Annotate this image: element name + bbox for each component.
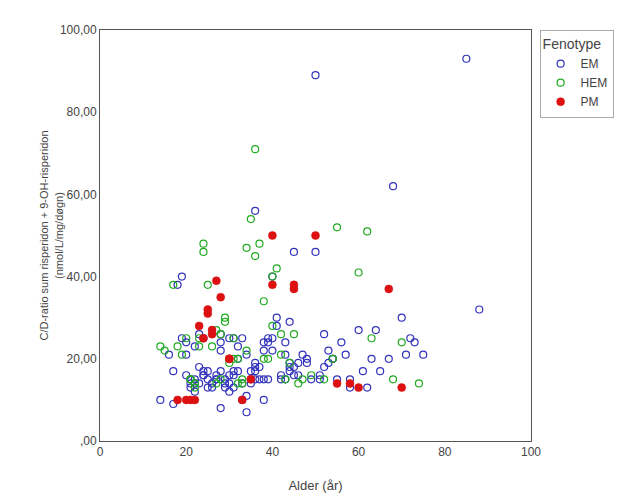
svg-text:40: 40 (266, 445, 280, 459)
svg-text:60: 60 (352, 445, 366, 459)
svg-text:100: 100 (521, 445, 541, 459)
svg-text:80,00: 80,00 (67, 105, 97, 119)
svg-text:20,00: 20,00 (67, 352, 97, 366)
svg-text:PM: PM (581, 95, 599, 109)
svg-text:Fenotype: Fenotype (543, 36, 602, 52)
svg-text:40,00: 40,00 (67, 270, 97, 284)
svg-text:EM: EM (581, 57, 599, 71)
svg-text:0: 0 (97, 445, 104, 459)
svg-text:20: 20 (180, 445, 194, 459)
svg-text:,00: ,00 (80, 434, 97, 448)
svg-text:100,00: 100,00 (60, 23, 97, 37)
svg-text:Alder (år): Alder (år) (288, 478, 342, 493)
svg-text:80: 80 (438, 445, 452, 459)
svg-text:60,00: 60,00 (67, 188, 97, 202)
svg-text:HEM: HEM (581, 76, 608, 90)
svg-text:C/D-ratio sum risperidon + 9-O: C/D-ratio sum risperidon + 9-OH-risperid… (38, 131, 64, 341)
